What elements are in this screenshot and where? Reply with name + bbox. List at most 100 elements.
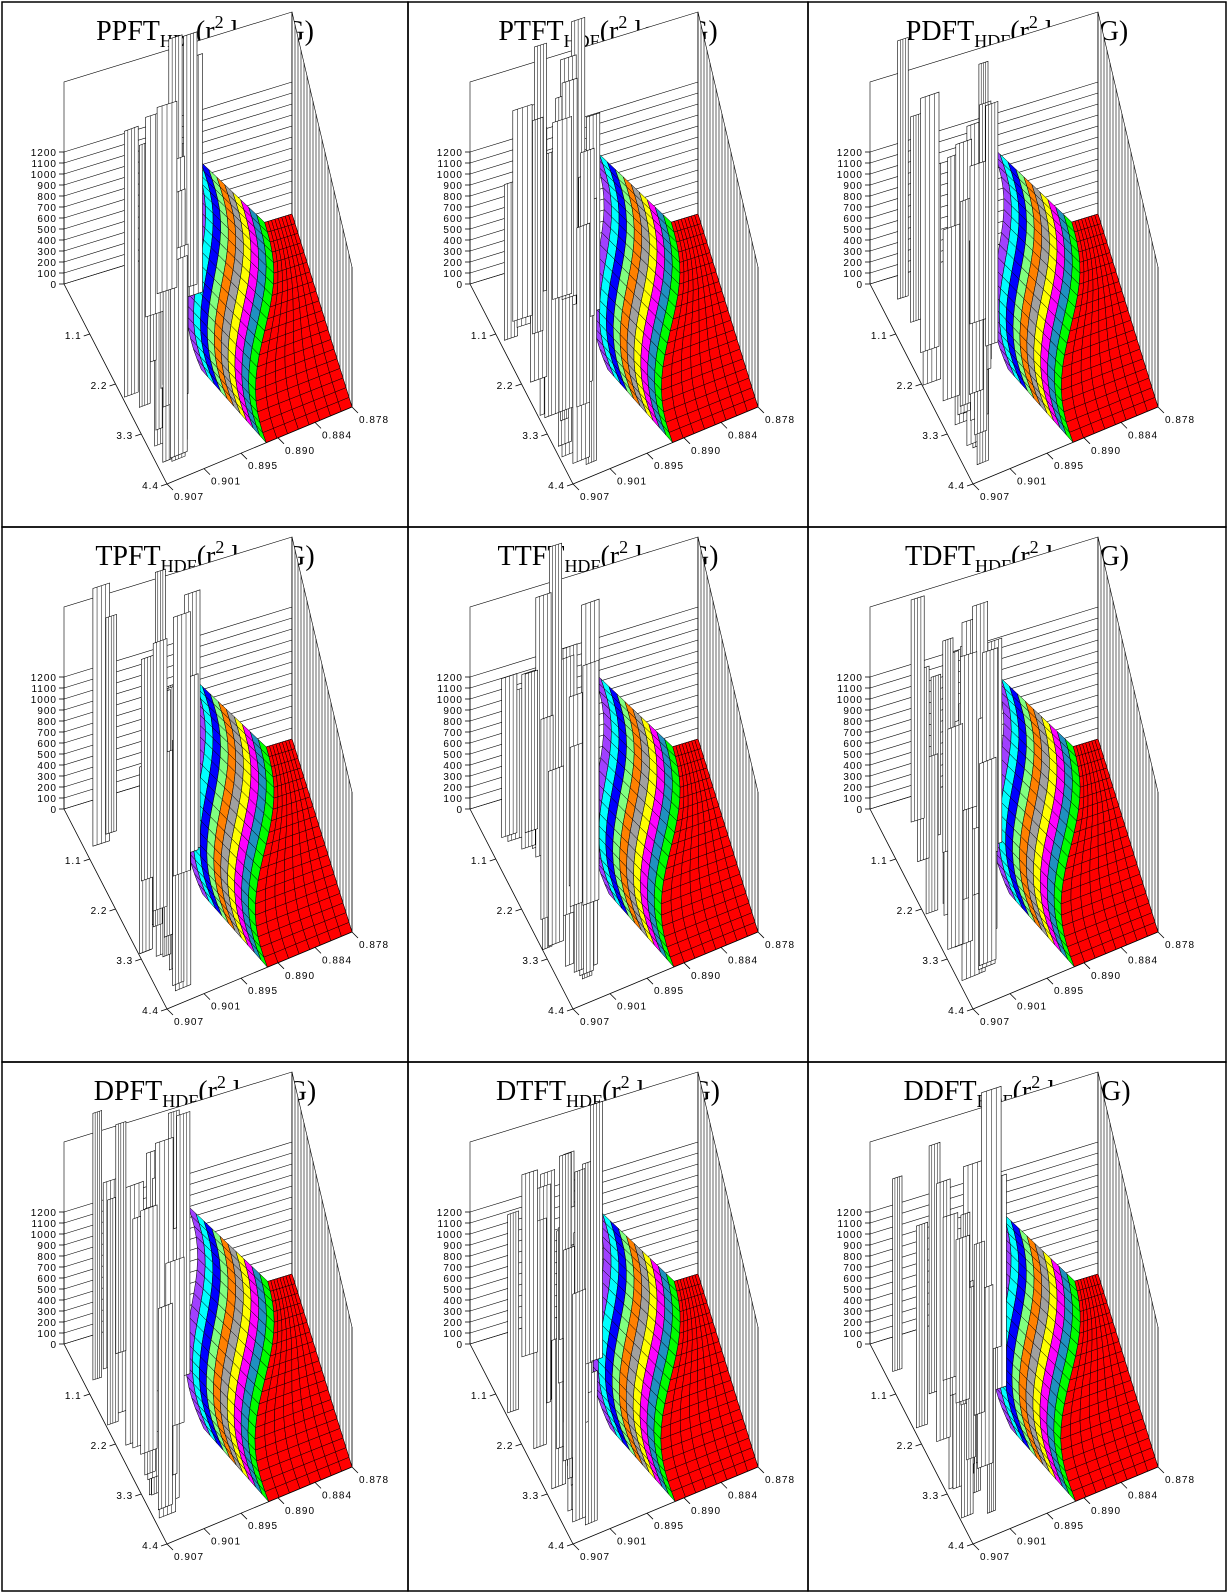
g-tick-label: 2.2 (497, 906, 514, 917)
title-part: 2 (217, 1072, 226, 1092)
z-tick-label: 400 (37, 761, 57, 772)
z-tick-label: 1000 (31, 170, 57, 181)
z-tick-label: 200 (443, 783, 463, 794)
r2-tick-label: 0.907 (980, 1017, 1010, 1028)
z-tick-label: 800 (37, 1252, 57, 1263)
title-part: DDFT (903, 1076, 976, 1107)
z-tick-label: 700 (37, 728, 57, 739)
surface-floor (687, 805, 692, 818)
z-tick-label: 500 (843, 1285, 863, 1296)
title-part: 2 (619, 537, 628, 557)
z-tick-label: 1100 (437, 1219, 463, 1230)
z-tick-label: 0 (50, 1340, 57, 1351)
g-tick-label: 1.1 (471, 1391, 488, 1402)
surface-floor (1088, 280, 1093, 293)
z-tick-label: 900 (37, 1241, 57, 1252)
z-tick-label: 700 (443, 1263, 463, 1274)
z-tick-label: 100 (843, 1329, 863, 1340)
z-tick-label: 1200 (437, 1208, 463, 1219)
z-tick-label: 1100 (837, 159, 863, 170)
r2-tick-label: 0.878 (765, 940, 795, 951)
z-tick-label: 900 (443, 181, 463, 192)
r2-tick-label: 0.901 (617, 1002, 647, 1013)
surface-floor (1083, 1331, 1088, 1344)
g-tick-label: 4.4 (142, 1541, 159, 1552)
z-tick-label: 800 (843, 192, 863, 203)
r2-tick-label: 0.907 (580, 1017, 610, 1028)
z-tick-label: 1100 (31, 1219, 57, 1230)
z-tick-label: 600 (37, 214, 57, 225)
r2-tick-label: 0.895 (654, 461, 684, 472)
surface-floor (273, 272, 278, 284)
r2-tick-label: 0.890 (285, 971, 315, 982)
z-tick-label: 200 (37, 783, 57, 794)
g-tick-label: 2.2 (91, 381, 108, 392)
r2-tick-label: 0.907 (174, 492, 204, 503)
z-tick-label: 600 (443, 1274, 463, 1285)
r2-tick-label: 0.884 (728, 430, 758, 441)
g-tick-label: 3.3 (922, 956, 939, 967)
r2-tick-label: 0.878 (765, 1475, 795, 1486)
z-tick-label: 0 (456, 1340, 463, 1351)
g-tick-label: 4.4 (548, 481, 565, 492)
r2-tick-label: 0.878 (1165, 940, 1195, 951)
z-tick-label: 600 (37, 739, 57, 750)
title-part: TDFT (905, 541, 975, 572)
z-tick-label: 1200 (437, 148, 463, 159)
z-tick-label: 1000 (437, 1230, 463, 1241)
z-tick-label: 700 (443, 728, 463, 739)
g-tick-label: 4.4 (548, 1541, 565, 1552)
g-tick-label: 1.1 (471, 331, 488, 342)
surface-floor (1087, 1329, 1092, 1341)
z-tick-label: 800 (37, 192, 57, 203)
r2-tick-label: 0.884 (1128, 430, 1158, 441)
z-tick-label: 300 (843, 1307, 863, 1318)
z-tick-label: 400 (37, 1296, 57, 1307)
title-part: PPFT (96, 16, 160, 47)
r2-tick-label: 0.901 (1017, 1002, 1047, 1013)
surface-floor (1087, 805, 1092, 818)
surface-floor (278, 271, 283, 283)
g-tick-label: 4.4 (948, 1006, 965, 1017)
r2-tick-label: 0.895 (1054, 461, 1084, 472)
z-tick-label: 500 (443, 750, 463, 761)
g-tick-label: 2.2 (91, 1441, 108, 1452)
z-tick-label: 800 (37, 717, 57, 728)
z-tick-label: 800 (443, 1252, 463, 1263)
z-tick-label: 500 (37, 1285, 57, 1296)
z-tick-label: 100 (37, 269, 57, 280)
g-tick-label: 1.1 (871, 856, 888, 867)
g-tick-label: 1.1 (65, 856, 82, 867)
g-tick-label: 2.2 (497, 381, 514, 392)
z-tick-label: 900 (843, 181, 863, 192)
z-tick-label: 300 (37, 247, 57, 258)
g-tick-label: 3.3 (116, 431, 133, 442)
r2-tick-label: 0.878 (1165, 415, 1195, 426)
z-tick-label: 400 (843, 1296, 863, 1307)
r2-tick-label: 0.884 (728, 1490, 758, 1501)
r2-tick-label: 0.895 (248, 461, 278, 472)
z-tick-label: 700 (843, 203, 863, 214)
surface-floor (286, 1338, 291, 1350)
z-tick-label: 800 (443, 192, 463, 203)
title-part: 2 (621, 1072, 630, 1092)
z-tick-label: 0 (856, 805, 863, 816)
r2-tick-label: 0.907 (580, 492, 610, 503)
z-tick-label: 400 (37, 236, 57, 247)
g-tick-label: 2.2 (497, 1441, 514, 1452)
z-tick-label: 1100 (837, 684, 863, 695)
surface-floor (282, 794, 287, 806)
surface-floor (282, 280, 287, 292)
surface-floor (277, 1331, 282, 1344)
z-tick-label: 200 (843, 258, 863, 269)
r2-tick-label: 0.884 (322, 430, 352, 441)
surface-floor (1083, 796, 1088, 808)
z-tick-label: 300 (37, 772, 57, 783)
r2-tick-label: 0.901 (617, 477, 647, 488)
r2-tick-label: 0.907 (174, 1552, 204, 1563)
z-tick-label: 500 (843, 750, 863, 761)
surface-floor (684, 271, 689, 283)
z-tick-label: 600 (843, 739, 863, 750)
z-tick-label: 1200 (837, 673, 863, 684)
r2-tick-label: 0.901 (1017, 477, 1047, 488)
